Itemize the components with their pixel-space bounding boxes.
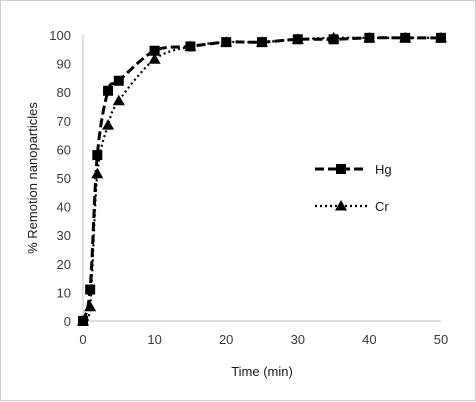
- point-cr-marker: [91, 167, 104, 179]
- point-hg-marker: [257, 37, 267, 48]
- x-tick-labels: 0 10 20 30 40 50: [79, 332, 448, 347]
- legend-hg-label: Hg: [375, 162, 392, 177]
- y-tick-labels: 0 10 20 30 40 50 60 70 80 90 100: [49, 28, 71, 329]
- point-cr-marker: [148, 53, 161, 64]
- point-hg-marker: [92, 150, 103, 161]
- y-tick-label: 60: [57, 142, 71, 157]
- x-tick-label: 40: [362, 332, 376, 347]
- y-tick-label: 0: [64, 314, 71, 329]
- point-legend-hg-marker: [336, 164, 346, 174]
- y-tick-label: 70: [57, 114, 71, 129]
- axes: [82, 35, 441, 322]
- legend-cr-label: Cr: [375, 199, 389, 214]
- y-tick-label: 40: [57, 200, 71, 215]
- point-cr-marker: [102, 119, 115, 130]
- series-hg-line: [81, 36, 441, 322]
- point-cr-marker: [84, 300, 97, 312]
- x-tick-label: 50: [434, 332, 448, 347]
- point-hg-marker: [292, 34, 303, 45]
- point-hg-marker: [364, 32, 375, 43]
- x-tick-label: 10: [147, 332, 161, 347]
- x-tick-label: 20: [219, 332, 233, 347]
- y-tick-label: 90: [57, 57, 71, 72]
- legend: Hg Cr: [315, 162, 392, 214]
- point-hg-marker: [185, 41, 196, 52]
- y-tick-label: 80: [57, 85, 71, 100]
- point-cr-marker: [112, 94, 125, 106]
- point-hg-marker: [78, 316, 88, 326]
- point-hg-marker: [221, 37, 232, 48]
- y-tick-label: 30: [57, 228, 71, 243]
- x-axis-title: Time (min): [231, 364, 293, 379]
- point-hg-marker: [103, 85, 114, 96]
- point-legend-cr-marker: [335, 200, 347, 211]
- y-tick-label: 20: [57, 257, 71, 272]
- y-axis-title: % Remotion nanoparticles: [25, 102, 40, 254]
- plot-area: [77, 31, 447, 326]
- point-hg-marker: [149, 45, 160, 56]
- series-cr-line: [82, 36, 441, 323]
- point-hg-marker: [85, 284, 96, 295]
- y-tick-label: 10: [57, 285, 71, 300]
- x-tick-label: 0: [79, 332, 86, 347]
- point-hg-marker: [113, 75, 124, 86]
- point-hg-marker: [436, 32, 446, 43]
- x-tick-label: 30: [291, 332, 305, 347]
- point-hg-marker: [400, 32, 411, 43]
- y-tick-label: 50: [57, 171, 71, 186]
- point-hg-marker: [328, 34, 339, 45]
- y-tick-label: 100: [49, 28, 71, 43]
